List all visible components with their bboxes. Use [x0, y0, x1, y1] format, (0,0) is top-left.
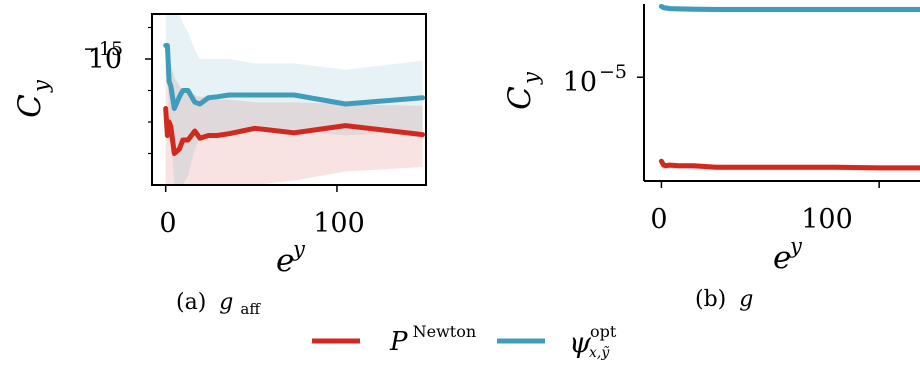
panel-a-caption-var: g [219, 290, 233, 315]
panel-b-caption-prefix: (b) [695, 287, 726, 312]
panel-a-x-tick-label: 0 [159, 208, 176, 239]
panel-a-y-axis-label: C y [12, 79, 53, 118]
panel-a-caption-prefix: (a) [176, 290, 206, 315]
panel-b-x-tick-label: 100 [801, 204, 853, 235]
panel-a: 0 100 10 −15 C y e y (a) g aff [12, 13, 427, 318]
panel-a-band-series-1 [165, 14, 423, 185]
panel-b-x-axis-label-sup: y [789, 234, 803, 258]
panel-a-y-tick-label: 10 [88, 44, 122, 75]
panel-a-band-series-0 [165, 63, 423, 185]
panel-a-y-tick-exponent: −15 [83, 38, 123, 60]
panel-b-x-axis-label-base: e [773, 240, 791, 276]
panel-a-caption: (a) g aff [176, 290, 261, 318]
legend-label-psi-sub: x,ỹ [589, 345, 610, 361]
panel-b-y-tick-label: 10 [563, 67, 597, 98]
panel-b: 0 100 10 −5 C y e y (b) g [502, 4, 920, 312]
panel-a-x-tick-label: 100 [313, 208, 365, 239]
panel-b-y-tick-exponent: −5 [599, 61, 627, 83]
panel-b-y-axis-label: C y [502, 71, 543, 110]
legend-label-psi-sup: opt [590, 322, 617, 341]
panel-b-x-tick-label: 0 [650, 204, 667, 235]
panel-b-y-axis-label-base: C [502, 86, 538, 110]
panel-a-bands [165, 14, 423, 185]
panel-b-line-series-0 [658, 158, 920, 171]
panel-a-y-axis-label-base: C [12, 94, 48, 118]
panel-b-bands [661, 4, 920, 171]
panel-a-y-tick-base: 10 [88, 44, 122, 75]
legend-label-newton-base: P [389, 327, 408, 357]
panel-a-lines [163, 43, 426, 156]
panel-b-ticks [637, 76, 880, 188]
panel-a-caption-sub: aff [240, 300, 261, 318]
panel-b-caption-var: g [739, 287, 753, 312]
panel-b-caption: (b) g [695, 287, 753, 312]
panel-a-frame [151, 13, 427, 186]
panel-b-line-series-1 [658, 4, 920, 12]
legend-label-newton: P Newton [389, 322, 476, 357]
panel-a-line-series-0 [163, 106, 426, 156]
panel-b-lines [658, 4, 920, 171]
panel-b-y-axis-label-sub: y [519, 71, 543, 85]
panel-a-x-axis-label-base: e [276, 243, 294, 279]
panel-a-y-axis-label-sub: y [29, 79, 53, 93]
legend-label-psi-base: ψ [569, 326, 592, 359]
panel-a-x-axis-label-sup: y [292, 237, 306, 261]
panel-a-line-series-1 [163, 43, 426, 111]
legend: P Newton ψ opt x,ỹ [312, 322, 617, 361]
panel-b-y-tick-base: 10 [563, 67, 597, 98]
legend-label-newton-sup: Newton [413, 322, 477, 341]
